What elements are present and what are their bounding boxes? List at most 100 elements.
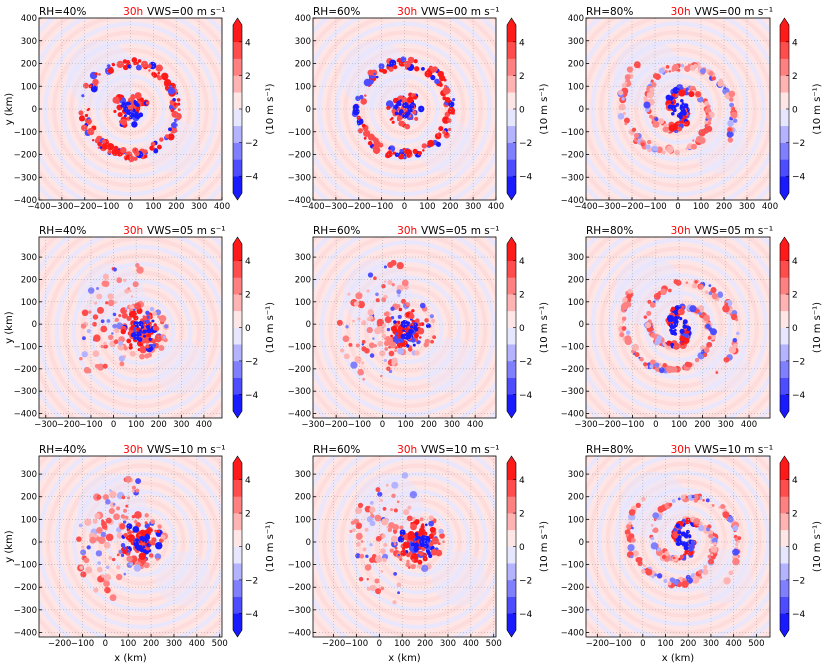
positive-cell xyxy=(101,574,105,578)
colorbar-segment xyxy=(507,41,516,59)
positive-cell xyxy=(92,518,98,524)
colorbar-label: (10 m s⁻¹) xyxy=(812,83,823,134)
x-tick-label: 400 xyxy=(467,420,483,430)
colorbar-segment xyxy=(507,546,516,564)
positive-cell xyxy=(355,522,362,529)
positive-cell xyxy=(621,326,627,331)
positive-cell xyxy=(407,566,411,569)
positive-cell xyxy=(699,521,703,526)
negative-cell xyxy=(652,512,660,519)
colorbar-tick-label: 4 xyxy=(792,38,798,48)
positive-cell xyxy=(624,74,631,81)
faint-negative-region xyxy=(431,551,487,607)
colorbar-tick-label: −4 xyxy=(519,173,533,183)
positive-cell xyxy=(164,134,169,139)
positive-cell xyxy=(128,155,135,161)
negative-cell xyxy=(136,546,141,551)
positive-cell xyxy=(141,347,146,352)
x-tick-label: 500 xyxy=(212,639,228,649)
negative-cell xyxy=(402,101,409,109)
positive-cell xyxy=(705,125,713,133)
colorbar-tick-label: 0 xyxy=(245,106,251,116)
positive-cell xyxy=(87,119,93,124)
x-tick-label: 500 xyxy=(486,639,502,649)
x-tick-label: 100 xyxy=(419,202,435,212)
faint-negative-region xyxy=(421,337,478,394)
field-layer xyxy=(39,237,222,418)
negative-cell xyxy=(383,265,387,269)
negative-cell xyxy=(156,533,160,537)
negative-cell xyxy=(363,78,372,87)
y-tick-label: −300 xyxy=(561,606,584,616)
y-tick-label: −100 xyxy=(561,342,584,352)
y-tick-label: −300 xyxy=(14,173,37,183)
positive-cell xyxy=(396,115,402,121)
positive-cell xyxy=(403,60,411,68)
colorbar-top-extension xyxy=(507,456,516,463)
negative-cell xyxy=(395,332,399,336)
positive-cell xyxy=(154,325,160,331)
positive-cell xyxy=(377,340,383,347)
y-tick-label: −400 xyxy=(288,628,311,638)
colorbar-tick-label: −2 xyxy=(519,357,532,367)
wave-band xyxy=(337,257,479,400)
positive-cell xyxy=(80,571,87,578)
negative-cell xyxy=(682,543,686,547)
y-tick-label: 200 xyxy=(568,493,584,503)
positive-cell xyxy=(707,336,712,340)
negative-cell xyxy=(400,333,406,339)
negative-cell xyxy=(394,111,399,116)
negative-cell xyxy=(409,325,414,329)
positive-cell xyxy=(387,527,393,533)
x-tick-label: 100 xyxy=(671,420,687,430)
positive-cell xyxy=(637,556,643,563)
positive-cell xyxy=(693,517,701,525)
negative-cell xyxy=(406,111,411,116)
negative-cell xyxy=(414,327,419,332)
colorbar-tick-label: −4 xyxy=(519,610,533,620)
negative-cell xyxy=(394,152,400,157)
positive-cell xyxy=(122,64,129,71)
x-tick-label: 100 xyxy=(145,202,161,212)
colorbar-segment xyxy=(507,92,516,110)
negative-cell xyxy=(683,103,689,108)
positive-cell xyxy=(126,496,130,500)
positive-cell xyxy=(384,316,392,324)
panel-vws-label: VWS=10 m s⁻¹ xyxy=(421,444,500,456)
panel-rh-label: RH=60% xyxy=(313,444,360,456)
negative-cell xyxy=(78,523,83,528)
negative-cell xyxy=(104,499,111,505)
positive-cell xyxy=(414,350,420,356)
positive-cell xyxy=(382,506,387,511)
negative-cell xyxy=(677,497,681,501)
colorbar-tick-label: 0 xyxy=(792,324,798,334)
negative-cell xyxy=(142,545,146,549)
wave-band xyxy=(331,456,496,630)
panel-7: −200 −100 0 100 200 300 400 5003002001000−100−2… xyxy=(4,444,276,664)
positive-cell xyxy=(396,262,404,270)
x-tick-label: 200 xyxy=(143,639,159,649)
positive-cell xyxy=(621,320,625,324)
negative-cell xyxy=(100,531,107,538)
x-tick-label: 200 xyxy=(151,420,167,430)
colorbar-segment xyxy=(780,294,789,312)
x-tick-label: −200 xyxy=(620,202,643,212)
positive-cell xyxy=(385,483,389,487)
negative-cell xyxy=(123,572,127,576)
x-tick-label: 300 xyxy=(718,420,734,430)
positive-cell xyxy=(410,563,416,570)
positive-cell xyxy=(94,82,98,86)
colorbar-tick-label: 4 xyxy=(519,476,525,486)
positive-cell xyxy=(102,494,109,501)
negative-cell xyxy=(397,553,400,557)
positive-cell xyxy=(633,132,639,139)
positive-cell xyxy=(660,289,665,294)
positive-cell xyxy=(388,522,395,529)
wave-band xyxy=(39,237,222,418)
positive-cell xyxy=(661,150,666,155)
negative-cell xyxy=(409,329,414,334)
positive-cell xyxy=(367,69,374,76)
negative-cell xyxy=(690,540,696,545)
positive-cell xyxy=(364,94,367,97)
negative-cell xyxy=(681,102,685,106)
